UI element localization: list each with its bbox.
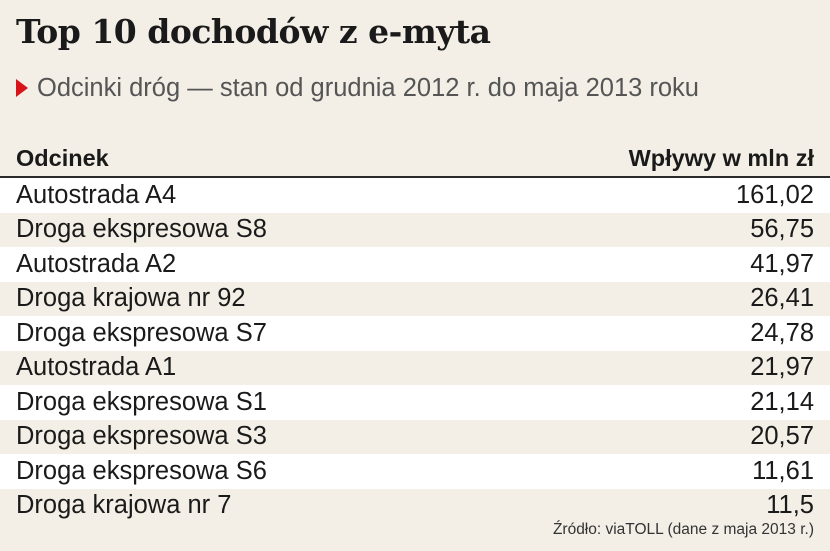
row-segment-name: Autostrada A1	[16, 353, 177, 382]
row-segment-name: Droga ekspresowa S8	[16, 215, 267, 244]
data-table: Odcinek Wpływy w mln zł Autostrada A4 161…	[0, 140, 830, 523]
row-revenue-value: 21,97	[750, 353, 814, 382]
row-revenue-value: 41,97	[750, 249, 814, 278]
table-row: Droga krajowa nr 92 26,41	[0, 281, 830, 316]
row-segment-name: Autostrada A4	[16, 180, 177, 209]
row-segment-name: Droga krajowa nr 92	[16, 284, 246, 313]
row-segment-name: Droga ekspresowa S6	[16, 456, 267, 485]
row-revenue-value: 56,75	[750, 215, 814, 244]
column-header-revenue: Wpływy w mln zł	[628, 144, 814, 171]
row-revenue-value: 11,5	[766, 491, 814, 520]
row-revenue-value: 21,14	[750, 387, 814, 416]
table-row: Droga krajowa nr 7 11,5	[0, 488, 830, 523]
row-segment-name: Droga ekspresowa S7	[16, 318, 267, 347]
row-revenue-value: 161,02	[736, 180, 814, 209]
row-revenue-value: 11,61	[752, 456, 814, 485]
chart-subtitle: Odcinki dróg — stan od grudnia 2012 r. d…	[37, 73, 699, 102]
row-revenue-value: 20,57	[750, 422, 814, 451]
source-note: Źródło: viaTOLL (dane z maja 2013 r.)	[552, 521, 814, 538]
row-segment-name: Droga krajowa nr 7	[16, 491, 232, 520]
table-row: Droga ekspresowa S3 20,57	[0, 419, 830, 454]
table-row: Droga ekspresowa S8 56,75	[0, 212, 830, 247]
table-row: Droga ekspresowa S7 24,78	[0, 316, 830, 351]
table-row: Autostrada A4 161,02	[0, 178, 830, 213]
column-header-segment: Odcinek	[16, 144, 109, 171]
table-row: Autostrada A2 41,97	[0, 247, 830, 282]
table-body: Autostrada A4 161,02 Droga ekspresowa S8 56…	[0, 178, 830, 523]
subtitle-row: Odcinki dróg — stan od grudnia 2012 r. d…	[16, 72, 699, 104]
table-row: Autostrada A1 21,97	[0, 350, 830, 385]
row-revenue-value: 26,41	[750, 284, 814, 313]
row-revenue-value: 24,78	[750, 318, 814, 347]
row-segment-name: Autostrada A2	[16, 249, 177, 278]
table-row: Droga ekspresowa S1 21,14	[0, 385, 830, 420]
table-header: Odcinek Wpływy w mln zł	[0, 140, 830, 178]
chart-title: Top 10 dochodów z e-myta	[16, 12, 491, 51]
row-segment-name: Droga ekspresowa S1	[16, 387, 267, 416]
row-segment-name: Droga ekspresowa S3	[16, 422, 267, 451]
table-row: Droga ekspresowa S6 11,61	[0, 454, 830, 489]
red-triangle-icon	[16, 79, 28, 97]
